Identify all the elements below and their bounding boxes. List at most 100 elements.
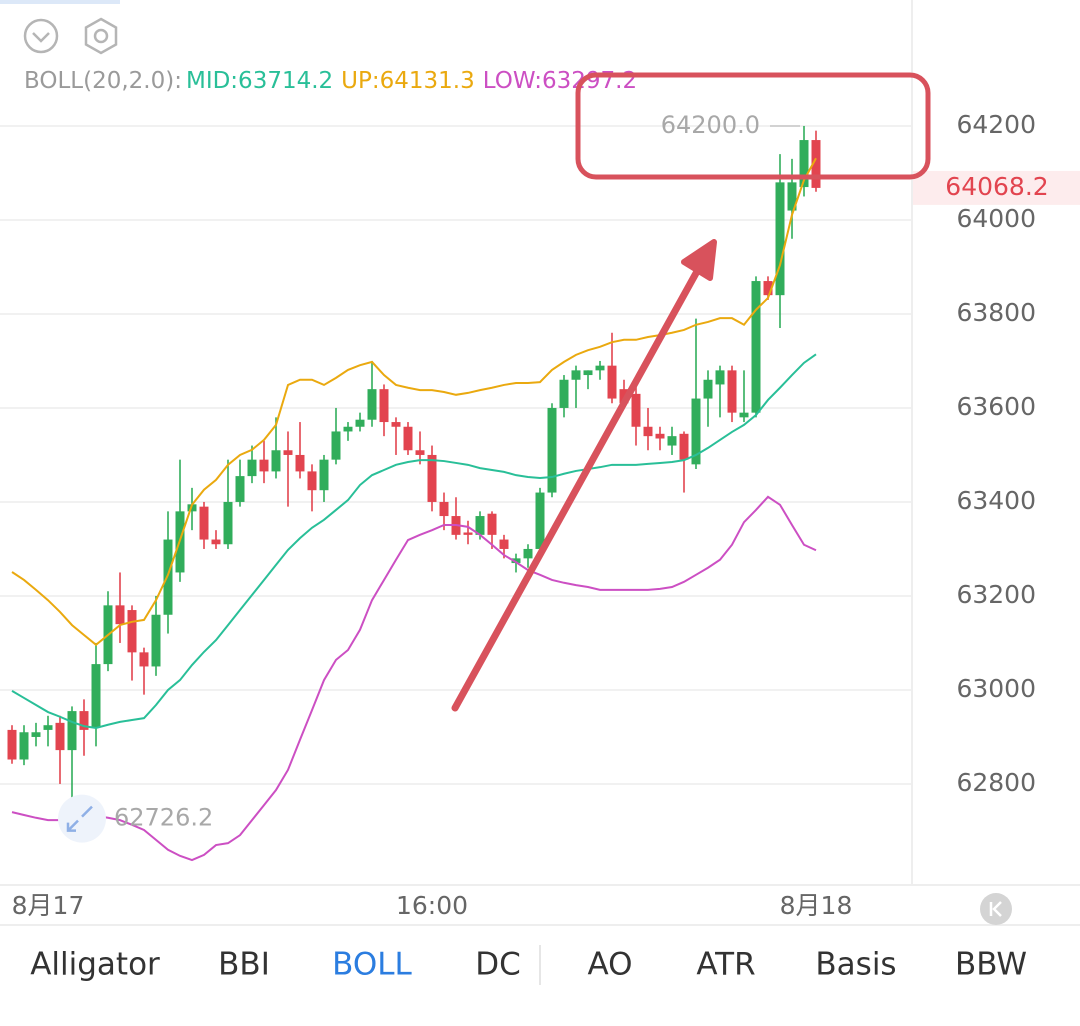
x-tick-label: 8月18: [780, 891, 853, 920]
candle-body: [631, 393, 641, 427]
y-tick-label: 63000: [956, 674, 1036, 703]
candle-body: [223, 501, 233, 545]
min-label: 62726.2: [114, 804, 213, 832]
candle-body: [667, 436, 677, 446]
indicator-label: BOLL(20,2.0):: [24, 68, 182, 94]
candle-body: [463, 532, 473, 535]
candle-body: [799, 140, 809, 188]
candle-body: [595, 365, 605, 371]
candle-body: [787, 182, 797, 211]
indicator-tab[interactable]: Alligator: [30, 947, 160, 983]
candle-body: [115, 605, 125, 625]
candle-body: [739, 412, 749, 418]
last-price-bg: [913, 170, 1080, 205]
candle-body: [271, 450, 281, 472]
candle-body: [343, 426, 353, 432]
candle-body: [523, 548, 533, 559]
candle-body: [751, 281, 761, 413]
candle-body: [811, 140, 821, 188]
candle-body: [499, 539, 509, 549]
indicator-tab[interactable]: BOLL: [332, 947, 412, 983]
plot-area: 62800 63000 63200 63400 63600 63800 64000 64200…: [0, 110, 1080, 920]
candle-body: [7, 729, 17, 760]
candle-body: [79, 711, 89, 730]
candle-body: [211, 539, 221, 545]
indicator-tab[interactable]: BBI: [218, 947, 270, 983]
trend-arrow: [451, 239, 717, 712]
top-strip: [0, 0, 120, 4]
candle-body: [703, 379, 713, 399]
candle-body: [547, 407, 557, 493]
candle-body: [151, 614, 161, 667]
legend-entry: MID:63714.2: [186, 68, 333, 94]
reset-icon[interactable]: [980, 893, 1012, 925]
indicator-tab[interactable]: Basis: [815, 947, 896, 983]
candle-body: [139, 652, 149, 667]
highlight-box: [575, 72, 931, 180]
candle-body: [43, 725, 53, 730]
indicator-header: BOLL(20,2.0): MID:63714.2 UP:64131.3 LOW:63…: [24, 68, 637, 94]
x-tick-label: 8月17: [12, 891, 85, 920]
y-tick-label: 63800: [956, 298, 1036, 327]
candle-body: [475, 516, 485, 535]
candle-body: [199, 506, 209, 540]
candle-body: [127, 610, 137, 653]
candle-body: [643, 426, 653, 437]
indicator-tab[interactable]: BBW: [955, 947, 1027, 983]
y-tick-label: 63600: [956, 392, 1036, 421]
candle-body: [487, 513, 497, 535]
candle-body: [715, 370, 725, 385]
band-line: [11, 353, 817, 730]
candle-body: [379, 389, 389, 423]
candle-body: [367, 389, 377, 420]
candle-body: [67, 711, 77, 751]
legend-entry: LOW:63297.2: [483, 68, 637, 94]
candle-body: [439, 501, 449, 517]
candle-body: [691, 398, 701, 465]
candle-body: [355, 419, 365, 427]
candle-body: [331, 431, 341, 460]
candle-body: [259, 459, 269, 472]
x-tick-label: 16:00: [396, 891, 468, 920]
candle-body: [583, 370, 593, 376]
settings-icon[interactable]: [84, 17, 118, 55]
candle-body: [655, 433, 665, 439]
indicator-tab[interactable]: AO: [587, 947, 632, 983]
candle-body: [403, 426, 413, 451]
candle-body: [559, 379, 569, 408]
candle-body: [535, 492, 545, 549]
indicator-tab[interactable]: ATR: [696, 947, 755, 983]
indicator-tab[interactable]: DC: [475, 947, 521, 983]
y-tick-label: 64000: [956, 204, 1036, 233]
candle-body: [307, 471, 317, 491]
candle-body: [235, 476, 245, 502]
candle-body: [55, 722, 65, 751]
candle-body: [679, 433, 689, 460]
candle-body: [31, 732, 41, 737]
candle-body: [511, 558, 521, 564]
candle-body: [91, 664, 101, 728]
candle-body: [19, 732, 29, 760]
candle-body: [319, 459, 329, 491]
candle-body: [295, 454, 305, 472]
indicator-tabs: Alligator BBI BOLL DC AO ATR Basis BBW: [30, 947, 1027, 983]
candle-body: [571, 370, 581, 380]
last-price-label: 64068.2: [945, 172, 1048, 201]
min-icon: [66, 805, 93, 832]
band-line: [11, 495, 817, 862]
candle-body: [427, 454, 437, 502]
legend-entry: UP:64131.3: [341, 68, 475, 94]
candle-body: [283, 450, 293, 455]
candle-body: [415, 450, 425, 455]
candle-body: [163, 539, 173, 615]
candle-body: [775, 182, 785, 296]
candle-body: [247, 459, 257, 477]
collapse-icon[interactable]: [23, 18, 59, 54]
band-line: [11, 157, 817, 647]
candle-body: [727, 370, 737, 413]
min-marker: [58, 794, 106, 843]
candle-body: [391, 422, 401, 427]
y-tick-label: 63200: [956, 580, 1036, 609]
candle-body: [607, 365, 617, 399]
